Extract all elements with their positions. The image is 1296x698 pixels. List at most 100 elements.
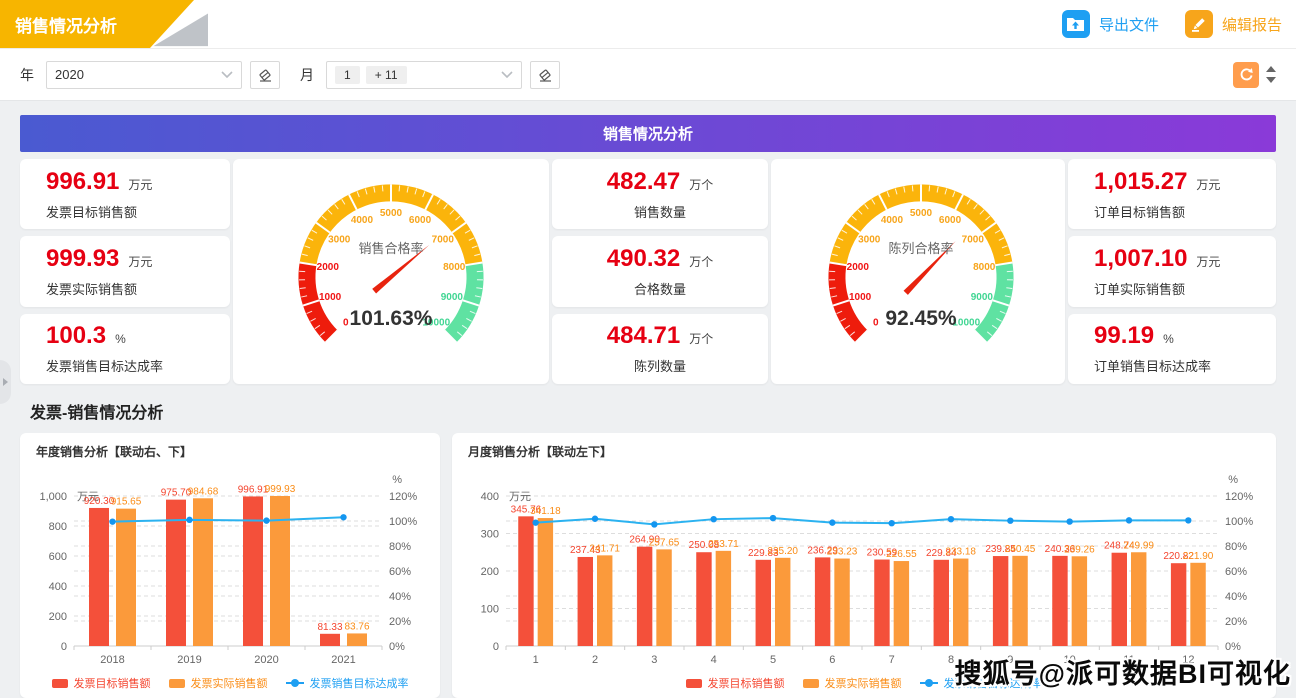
- line-point[interactable]: [340, 514, 346, 520]
- year-select[interactable]: 2020: [46, 61, 242, 89]
- bar[interactable]: [320, 634, 340, 646]
- year-clear-button[interactable]: [250, 61, 280, 89]
- svg-text:1000: 1000: [849, 291, 872, 302]
- line-point[interactable]: [710, 516, 716, 522]
- svg-text:60%: 60%: [1225, 566, 1247, 578]
- refresh-button[interactable]: [1233, 62, 1259, 88]
- bar[interactable]: [1112, 553, 1127, 646]
- section-title: 发票-销售情况分析: [30, 399, 1266, 423]
- bar[interactable]: [1052, 556, 1067, 646]
- scroll-up-arrow[interactable]: [1266, 66, 1276, 72]
- svg-text:0%: 0%: [389, 641, 405, 653]
- svg-text:241.71: 241.71: [589, 543, 620, 554]
- bar[interactable]: [89, 508, 109, 646]
- month-select[interactable]: 1 + 11: [326, 61, 522, 89]
- svg-text:5: 5: [770, 654, 776, 666]
- legend-item[interactable]: 发票销售目标达成率: [920, 675, 1043, 691]
- bar[interactable]: [518, 516, 533, 646]
- bar[interactable]: [934, 560, 949, 646]
- bar[interactable]: [993, 556, 1008, 646]
- export-file-label: 导出文件: [1099, 14, 1159, 35]
- bar[interactable]: [656, 549, 671, 646]
- legend-bar-swatch: [686, 679, 702, 688]
- bar[interactable]: [756, 560, 771, 646]
- edit-pencil-icon: [1185, 10, 1213, 38]
- svg-text:400: 400: [49, 581, 67, 593]
- kpi-card: 99.19%订单销售目标达成率: [1068, 314, 1276, 384]
- line-point[interactable]: [1185, 517, 1191, 523]
- bar[interactable]: [1012, 556, 1027, 646]
- bar[interactable]: [1171, 563, 1186, 646]
- bar[interactable]: [1190, 563, 1205, 646]
- bar[interactable]: [834, 559, 849, 646]
- kpi-value-row: 99.19%: [1094, 322, 1276, 350]
- bar[interactable]: [874, 560, 889, 646]
- line-point[interactable]: [770, 515, 776, 521]
- line-point[interactable]: [948, 516, 954, 522]
- bar[interactable]: [578, 557, 593, 646]
- bar[interactable]: [243, 496, 263, 646]
- bar[interactable]: [716, 551, 731, 646]
- bar[interactable]: [894, 561, 909, 646]
- kpi-label: 合格数量: [634, 279, 686, 298]
- line-point[interactable]: [109, 518, 115, 524]
- svg-text:341.18: 341.18: [530, 506, 561, 517]
- svg-text:万元: 万元: [509, 491, 531, 503]
- line-point[interactable]: [186, 517, 192, 523]
- edit-report-button[interactable]: 编辑报告: [1185, 10, 1282, 38]
- svg-text:233.18: 233.18: [945, 547, 976, 558]
- line-point[interactable]: [592, 516, 598, 522]
- bar[interactable]: [696, 552, 711, 646]
- bar[interactable]: [953, 559, 968, 646]
- legend-item[interactable]: 发票实际销售额: [169, 675, 268, 691]
- line-point[interactable]: [651, 521, 657, 527]
- line-point[interactable]: [1007, 517, 1013, 523]
- month-clear-button[interactable]: [530, 61, 560, 89]
- legend-item[interactable]: 发票目标销售额: [52, 675, 151, 691]
- line-point[interactable]: [888, 520, 894, 526]
- bar[interactable]: [166, 500, 186, 646]
- bar[interactable]: [775, 558, 790, 646]
- svg-text:235.20: 235.20: [767, 546, 798, 557]
- line-point[interactable]: [1126, 517, 1132, 523]
- legend-line-swatch: [920, 682, 938, 684]
- svg-text:0: 0: [873, 317, 879, 328]
- svg-text:249.99: 249.99: [1123, 540, 1154, 551]
- gauge-value: 101.63%: [350, 307, 433, 330]
- svg-text:226.55: 226.55: [886, 549, 917, 560]
- svg-text:6: 6: [829, 654, 835, 666]
- panel-expander-arrow[interactable]: [0, 360, 11, 404]
- line-point[interactable]: [1066, 518, 1072, 524]
- scroll-down-arrow[interactable]: [1266, 77, 1276, 83]
- svg-text:999.93: 999.93: [265, 484, 296, 495]
- svg-text:80%: 80%: [389, 541, 411, 553]
- export-file-button[interactable]: 导出文件: [1062, 10, 1159, 38]
- legend-item[interactable]: 发票实际销售额: [803, 675, 902, 691]
- legend-label: 发票目标销售额: [708, 675, 785, 691]
- legend-item[interactable]: 发票销售目标达成率: [286, 675, 409, 691]
- svg-text:83.76: 83.76: [344, 621, 369, 632]
- kpi-unit: 万元: [128, 176, 152, 193]
- bar[interactable]: [347, 633, 367, 646]
- line-point[interactable]: [829, 519, 835, 525]
- svg-text:984.68: 984.68: [188, 486, 219, 497]
- bar[interactable]: [815, 557, 830, 646]
- bar[interactable]: [597, 555, 612, 646]
- bar[interactable]: [1131, 552, 1146, 646]
- bar[interactable]: [270, 496, 290, 646]
- line-point[interactable]: [263, 517, 269, 523]
- chart-svg: 02004006008001,0000%20%40%60%80%100%120%…: [20, 460, 428, 672]
- bar[interactable]: [538, 518, 553, 646]
- legend-item[interactable]: 发票目标销售额: [686, 675, 785, 691]
- bar[interactable]: [116, 509, 136, 646]
- line-point[interactable]: [532, 519, 538, 525]
- bar[interactable]: [1072, 556, 1087, 646]
- bar[interactable]: [637, 547, 652, 646]
